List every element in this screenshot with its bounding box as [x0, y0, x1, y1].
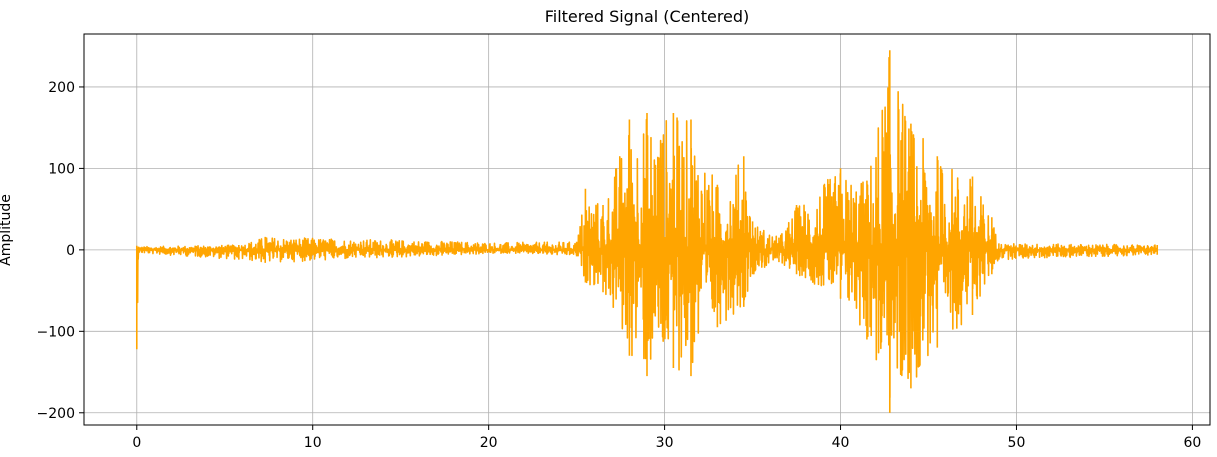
- y-tick-label: 200: [48, 80, 75, 96]
- x-tick-label: 50: [1008, 435, 1026, 451]
- y-tick-label: −200: [37, 406, 75, 422]
- x-tick-label: 0: [132, 435, 141, 451]
- x-tick-label: 30: [656, 435, 674, 451]
- x-tick-label: 20: [480, 435, 498, 451]
- axes-frame: [83, 33, 1211, 426]
- x-tick-label: 40: [832, 435, 850, 451]
- signal-series-line: [135, 50, 1159, 413]
- chart-title: Filtered Signal (Centered): [545, 7, 750, 26]
- y-tick-label: 100: [48, 161, 75, 177]
- y-tick-label: −100: [37, 324, 75, 340]
- axis-ticks: 0 10 20 30 40 50 60 −200 −100 0 100 200: [37, 80, 1202, 451]
- y-axis-label: Amplitude: [0, 194, 14, 266]
- x-tick-label: 60: [1183, 435, 1201, 451]
- plot-area: [135, 50, 1159, 413]
- y-tick-label: 0: [66, 243, 75, 259]
- x-tick-label: 10: [304, 435, 322, 451]
